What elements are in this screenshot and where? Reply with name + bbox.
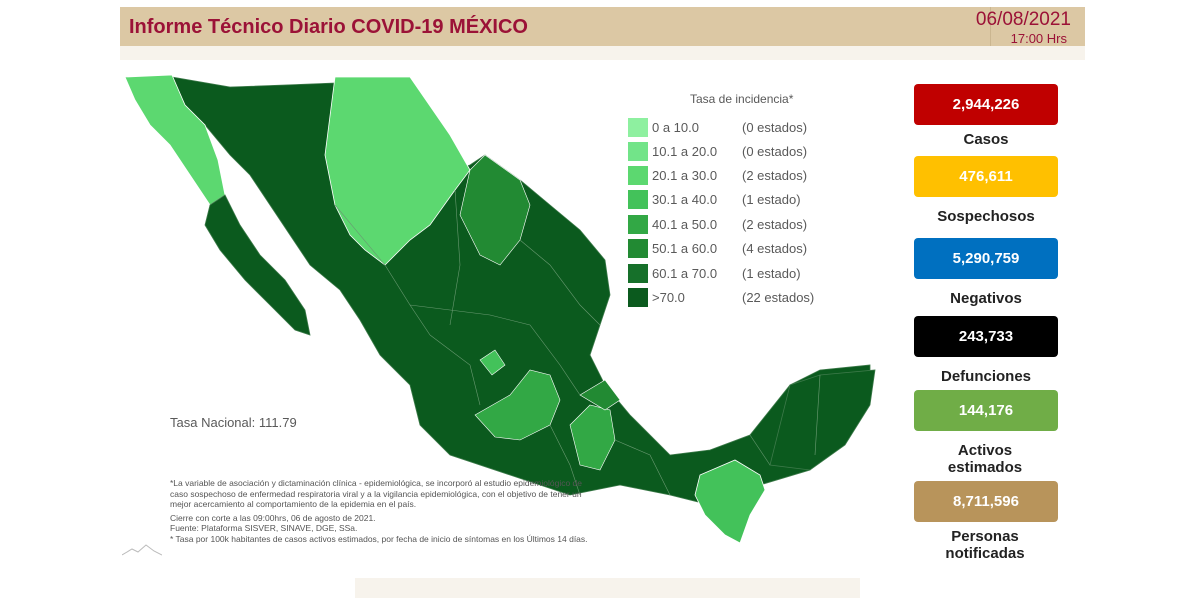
stat-card-casos: 2,944,226 (914, 84, 1058, 125)
legend-range: 30.1 a 40.0 (652, 192, 718, 207)
footnote-tasa: * Tasa por 100k habitantes de casos acti… (170, 533, 588, 544)
legend-item: 10.1 a 20.0 (0 estados) (628, 142, 828, 162)
legend-swatch (628, 215, 648, 234)
map-region-chiapas (694, 459, 766, 544)
legend-count: (2 estados) (742, 217, 808, 232)
legend-item: 60.1 a 70.0 (1 estado) (628, 264, 828, 284)
legend-count: (4 estados) (742, 241, 808, 256)
date-box: 06/08/2021 17:00 Hrs (976, 7, 1085, 46)
legend-count: (2 estados) (742, 168, 808, 183)
footer-band (355, 578, 860, 598)
legend-swatch (628, 264, 648, 283)
footnote-note: *La variable de asociación y dictaminaci… (170, 478, 583, 509)
footnotes: *La variable de asociación y dictaminaci… (170, 478, 590, 544)
map-region-hidalgo (579, 379, 621, 411)
map-region-bajio (474, 369, 561, 441)
stat-label-sospechosos: Sospechosos (937, 208, 1035, 225)
stat-label-defunciones: Defunciones (940, 368, 1031, 385)
mountain-logo-icon (122, 544, 162, 556)
legend-count: (0 estados) (742, 144, 808, 159)
legend-range: 40.1 a 50.0 (652, 217, 718, 232)
stat-label-activos: Activos estimados (947, 442, 1023, 476)
legend-count: (1 estado) (742, 266, 801, 281)
legend-swatch (628, 239, 648, 258)
stat-card-negativos: 5,290,759 (914, 238, 1058, 279)
header-banner: Informe Técnico Diario COVID-19 MÉXICO 0… (120, 7, 1085, 46)
legend-item: 30.1 a 40.0 (1 estado) (628, 190, 828, 210)
stat-card-sospechosos: 476,611 (914, 156, 1058, 197)
map-region-baja-california-sur (204, 194, 311, 336)
legend-range: 10.1 a 20.0 (652, 144, 718, 159)
legend-item: 0 a 10.0 (0 estados) (628, 118, 828, 138)
map-region-aguascalientes (479, 349, 506, 376)
legend-item: 40.1 a 50.0 (2 estados) (628, 215, 828, 235)
legend-range: >70.0 (652, 290, 685, 305)
legend-item: >70.0 (22 estados) (628, 288, 828, 308)
legend-range: 0 a 10.0 (652, 120, 699, 135)
footnote-cierre: Cierre con corte a las 09:00hrs, 06 de a… (170, 512, 376, 523)
legend-title: Tasa de incidencia* (690, 92, 794, 106)
stat-card-personas: 8,711,596 (914, 481, 1058, 522)
report-time: 17:00 Hrs (1010, 31, 1067, 46)
state-borders (334, 189, 821, 496)
legend-swatch (628, 118, 648, 137)
header-underline (120, 46, 1085, 60)
mexico-incidence-map (124, 74, 876, 544)
legend-count: (22 estados) (742, 290, 815, 305)
legend-swatch (628, 190, 648, 209)
footnote-fuente: Fuente: Plataforma SISVER, SINAVE, DGE, … (170, 523, 358, 533)
legend-item: 50.1 a 60.0 (4 estados) (628, 239, 828, 259)
legend-swatch (628, 166, 648, 185)
legend-range: 50.1 a 60.0 (652, 241, 718, 256)
stat-card-defunciones: 243,733 (914, 316, 1058, 357)
national-rate: Tasa Nacional: 111.79 (170, 415, 297, 430)
stat-label-negativos: Negativos (950, 290, 1022, 307)
legend-count: (0 estados) (742, 120, 808, 135)
report-title: Informe Técnico Diario COVID-19 MÉXICO (129, 16, 528, 38)
legend-swatch (628, 142, 648, 161)
legend-count: (1 estado) (742, 192, 801, 207)
report-date: 06/08/2021 (975, 9, 1071, 30)
legend-swatch (628, 288, 648, 307)
legend-range: 20.1 a 30.0 (652, 168, 718, 183)
stat-label-personas: Personas notificadas (945, 528, 1025, 562)
map-region-yucatan (769, 369, 876, 471)
legend-item: 20.1 a 30.0 (2 estados) (628, 166, 828, 186)
stat-label-casos: Casos (963, 131, 1009, 148)
stat-card-activos: 144,176 (914, 390, 1058, 431)
legend-range: 60.1 a 70.0 (652, 266, 718, 281)
